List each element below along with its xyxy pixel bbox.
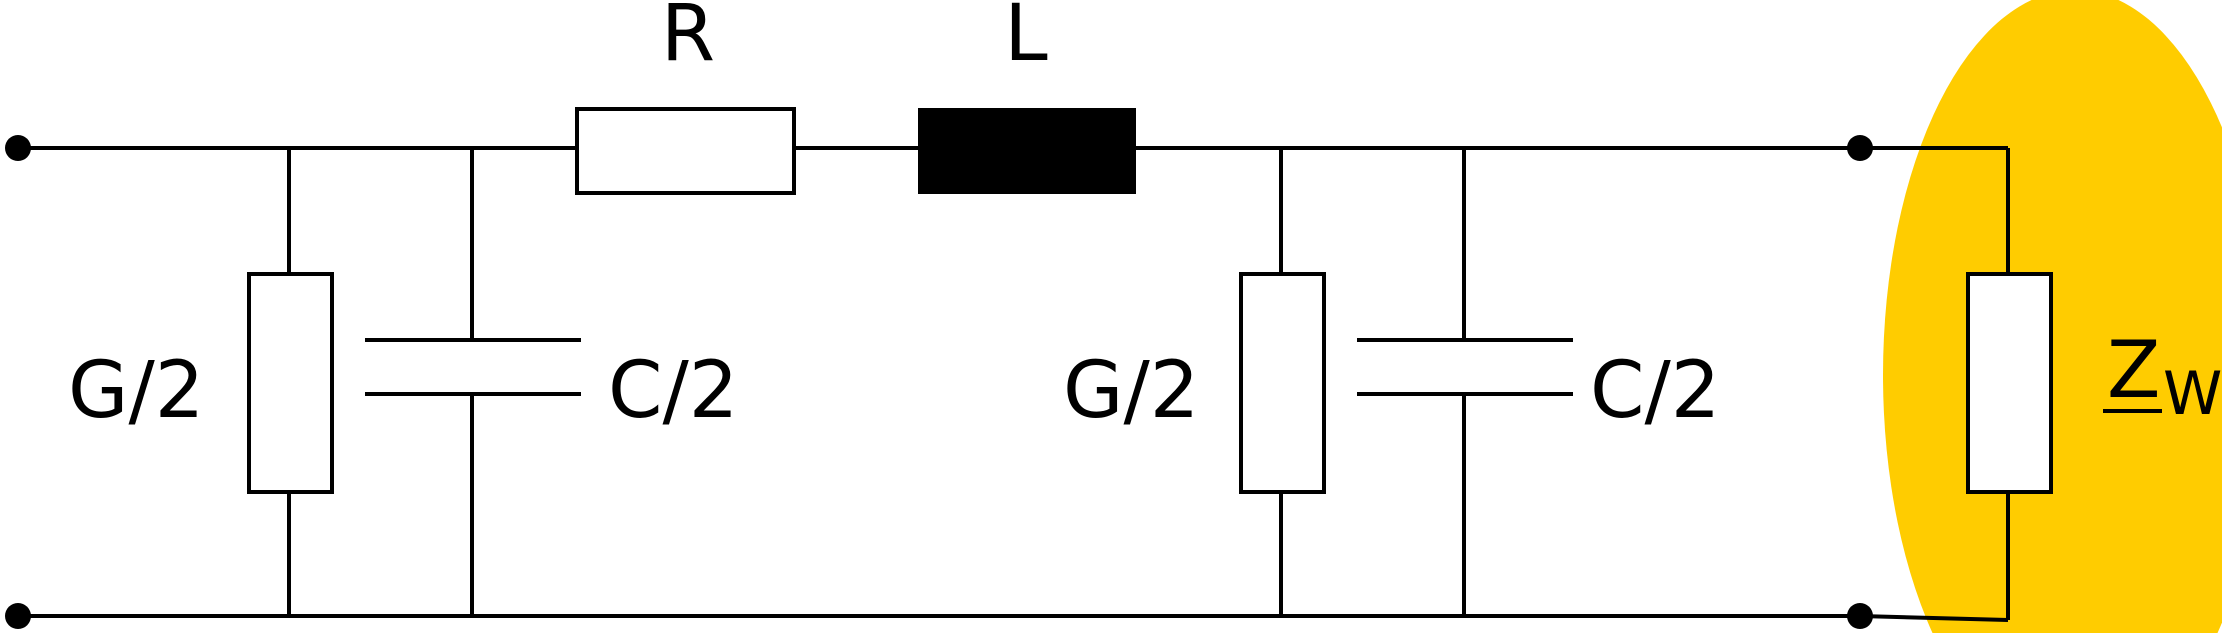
output-terminal-top [1847,135,1873,161]
left-capacitance-label: C/2 [608,346,738,436]
right-conductance-label: G/2 [1063,346,1199,436]
series-inductor [918,108,1136,194]
series-resistor [575,107,796,195]
output-terminal-bottom [1847,603,1873,629]
right-capacitance-label: C/2 [1590,346,1720,436]
left-shunt-conductance [247,272,334,494]
right-shunt-conductance [1239,272,1326,494]
inductor-label: L [1004,0,1048,79]
load-impedance-subscript: W [2163,359,2222,429]
input-terminal-top [5,135,31,161]
load-impedance [1966,272,2053,494]
resistor-label: R [661,0,715,79]
left-conductance-label: G/2 [68,346,204,436]
bottom-rail-wire-load [1859,614,2009,622]
input-terminal-bottom [5,603,31,629]
load-impedance-label: Z [2107,326,2160,416]
